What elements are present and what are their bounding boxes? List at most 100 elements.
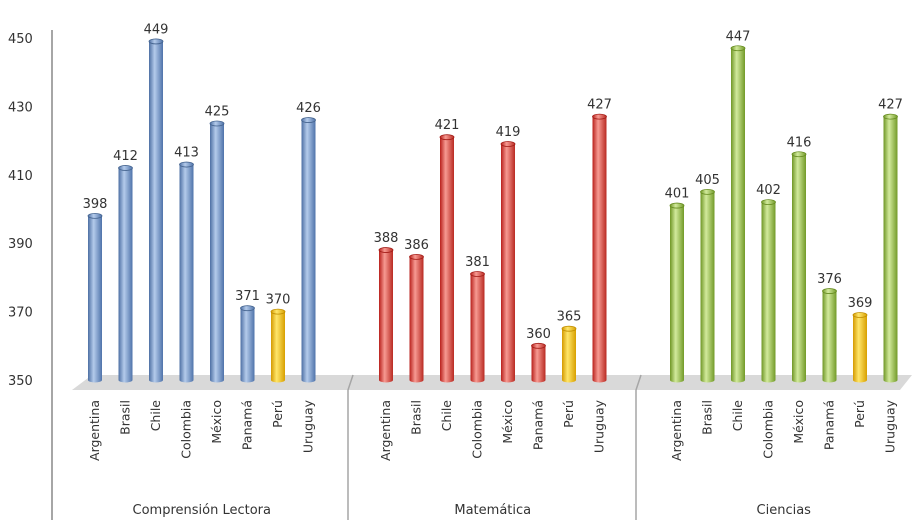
bar-matematica-uruguay-base [592, 377, 607, 383]
value-label: 402 [756, 183, 781, 198]
bar-comprension-lectora-brasil [118, 165, 133, 383]
category-label: México [791, 400, 806, 444]
bar-matematica-panama-body [531, 345, 546, 380]
bar-matematica-panama-cap [531, 342, 546, 349]
bar-comprension-lectora-colombia [179, 161, 194, 383]
value-label: 365 [557, 310, 582, 325]
bar-ciencias-panama [822, 288, 837, 383]
value-label: 427 [878, 98, 903, 113]
bar-ciencias-colombia-body [761, 202, 776, 380]
value-label: 381 [465, 255, 490, 270]
bar-matematica-peru-base [562, 377, 576, 383]
bar-comprension-lectora-colombia-body [179, 164, 194, 380]
bar-comprension-lectora-mexico-body [210, 123, 224, 380]
bar-comprension-lectora-peru-cap [270, 308, 286, 315]
bar-ciencias-panama-base [822, 377, 837, 383]
value-label: 421 [435, 118, 460, 133]
value-label: 370 [266, 293, 291, 308]
value-label: 419 [496, 125, 521, 140]
category-label: Argentina [378, 400, 393, 461]
bar-matematica-argentina-cap [378, 247, 394, 253]
bar-matematica-uruguay-cap [592, 113, 607, 120]
bar-matematica-colombia-body [470, 273, 485, 380]
bar-ciencias-brasil [700, 188, 715, 383]
y-tick-label: 450 [8, 32, 33, 47]
group-label: Ciencias [757, 503, 812, 518]
bar-comprension-lectora-peru-body [271, 311, 285, 380]
bar-comprension-lectora-panama-base [240, 377, 255, 383]
value-label: 398 [83, 197, 108, 212]
bar-ciencias-panama-body [822, 291, 837, 380]
value-label: 369 [848, 296, 873, 311]
value-label: 416 [787, 135, 812, 150]
bar-comprension-lectora-uruguay [301, 117, 316, 383]
category-label: México [209, 400, 224, 444]
bar-matematica-colombia-base [470, 377, 485, 383]
bar-comprension-lectora-argentina-body [88, 215, 102, 380]
group-separator-2 [635, 374, 642, 520]
group-label: Comprensión Lectora [133, 503, 271, 518]
category-label: Brasil [409, 400, 424, 435]
category-label: Uruguay [883, 399, 898, 453]
floor-band [72, 375, 912, 390]
bar-comprension-lectora-panama-body [240, 308, 255, 380]
bar-comprension-lectora-argentina [87, 212, 103, 383]
bar-matematica-brasil-cap [409, 253, 424, 260]
category-label: Perú [852, 400, 867, 428]
bar-matematica-brasil-base [409, 377, 424, 383]
bar-matematica-mexico [500, 141, 516, 383]
bar-ciencias-peru-cap [852, 312, 868, 318]
bar-matematica-mexico-base [501, 377, 515, 383]
bar-comprension-lectora-peru [270, 308, 286, 383]
bar-ciencias-mexico [791, 151, 807, 383]
group-separator-1 [347, 374, 354, 520]
bar-comprension-lectora-argentina-cap [87, 212, 103, 219]
bar-matematica-chile-body [440, 137, 454, 380]
bar-ciencias-mexico-cap [791, 151, 807, 158]
bar-comprension-lectora-mexico-cap [209, 120, 225, 127]
bar-ciencias-colombia-cap [761, 199, 776, 206]
bar-ciencias-chile [730, 45, 746, 383]
y-tick-label: 430 [8, 100, 33, 115]
bar-comprension-lectora-panama-cap [240, 305, 255, 312]
category-label: Brasil [118, 400, 133, 435]
bar-comprension-lectora-chile-base [149, 377, 163, 383]
bar-ciencias-uruguay-body [883, 116, 898, 380]
bar-comprension-lectora-colombia-cap [179, 161, 194, 168]
bar-comprension-lectora-uruguay-cap [301, 117, 316, 123]
bar-matematica-panama-base [531, 377, 546, 383]
bar-ciencias-panama-cap [822, 288, 837, 294]
category-label: Colombia [179, 400, 194, 459]
bar-comprension-lectora-peru-base [271, 377, 285, 383]
category-label: Panamá [531, 400, 546, 450]
value-label: 360 [526, 327, 551, 342]
bar-ciencias-argentina-cap [669, 202, 685, 209]
bar-comprension-lectora-uruguay-body [301, 120, 316, 380]
value-label: 388 [374, 231, 399, 246]
bar-ciencias-mexico-base [792, 377, 806, 383]
value-label: 426 [296, 101, 321, 116]
value-label: 447 [726, 29, 751, 44]
value-label: 386 [404, 238, 429, 253]
bar-matematica-colombia [470, 271, 485, 383]
bar-matematica-argentina-body [379, 250, 393, 380]
bar-ciencias-brasil-base [700, 377, 715, 383]
bar-comprension-lectora-brasil-base [118, 377, 133, 383]
bar-ciencias-colombia-base [761, 377, 776, 383]
bar-ciencias-brasil-body [700, 191, 715, 380]
bar-matematica-peru [561, 325, 577, 383]
bar-matematica-colombia-cap [470, 271, 485, 277]
bar-ciencias-argentina-base [670, 377, 684, 383]
category-label: Chile [148, 400, 163, 432]
bar-matematica-chile-cap [439, 134, 455, 141]
bar-comprension-lectora-brasil-cap [118, 165, 133, 171]
bar-matematica-brasil-body [409, 256, 424, 380]
y-tick-label: 410 [8, 169, 33, 184]
y-tick-label: 350 [8, 374, 33, 389]
bar-matematica-peru-cap [561, 325, 577, 332]
bar-comprension-lectora-mexico-base [210, 377, 224, 383]
value-label: 376 [817, 272, 842, 287]
bar-ciencias-uruguay [883, 113, 898, 383]
bar-ciencias-uruguay-cap [883, 113, 898, 120]
category-label: Colombia [470, 400, 485, 459]
